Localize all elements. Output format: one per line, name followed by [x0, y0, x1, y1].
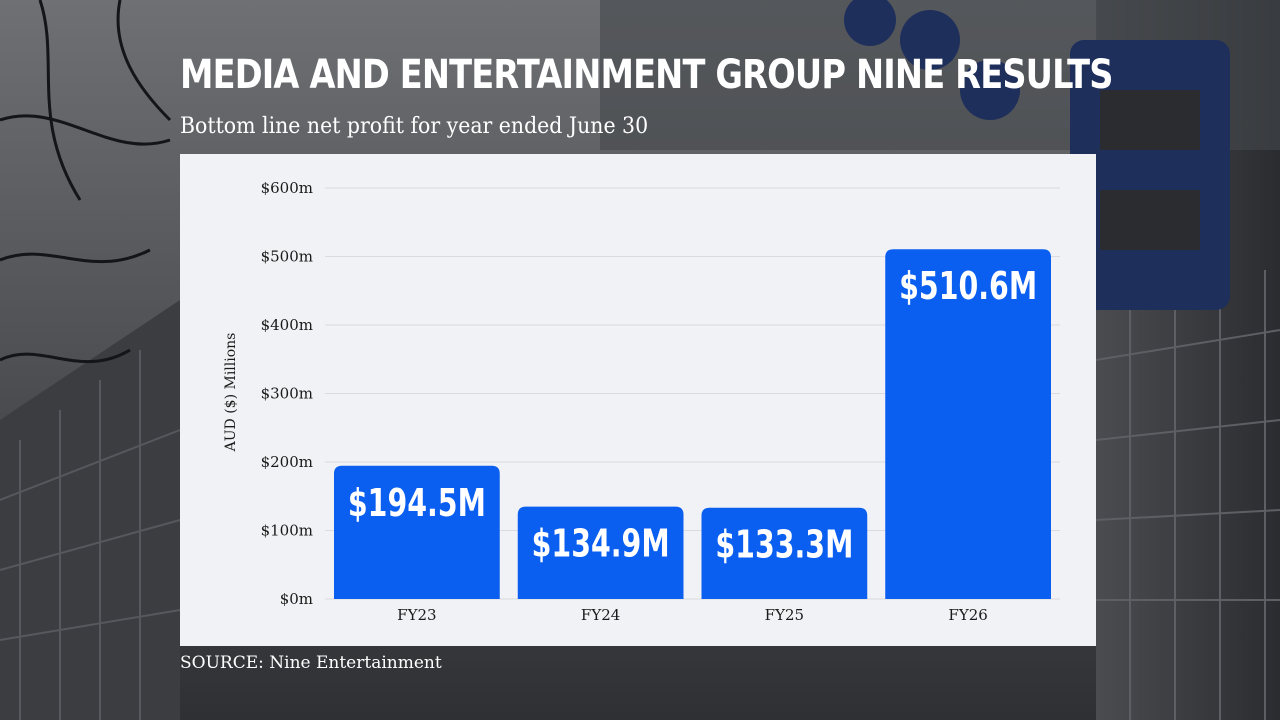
y-tick-label: $400m [261, 316, 313, 334]
bar-fy24 [517, 506, 684, 599]
y-tick-label: $100m [261, 522, 313, 540]
y-tick-label: $600m [261, 179, 313, 197]
bar-chart: AUD ($) Millions $0m $100m $200m $300m $400m… [223, 179, 1060, 624]
y-tick-label: $300m [261, 385, 313, 403]
data-label: $133.3M [715, 523, 853, 567]
chart-subtitle: Bottom line net profit for year ended Ju… [180, 114, 649, 139]
data-label: $134.9M [532, 522, 670, 566]
y-axis-label: AUD ($) Millions [223, 333, 239, 453]
x-tick-label: FY26 [948, 606, 987, 624]
bar-fy26 [885, 249, 1051, 599]
y-tick-label: $500m [261, 248, 313, 266]
y-tick-label: $200m [261, 453, 313, 471]
data-label: $194.5M [348, 481, 486, 525]
y-tick-label: $0m [280, 590, 313, 608]
x-tick-label: FY23 [397, 606, 436, 624]
bar-fy23 [334, 465, 500, 599]
x-tick-label: FY24 [581, 606, 620, 624]
bar-fy25 [701, 507, 868, 599]
chart-panel: AUD ($) Millions $0m $100m $200m $300m $400m… [180, 154, 1096, 646]
data-label: $510.6M [899, 264, 1037, 308]
x-tick-label: FY25 [765, 606, 804, 624]
source-note: SOURCE: Nine Entertainment [180, 653, 442, 673]
chart-title: MEDIA AND ENTERTAINMENT GROUP NINE RESUL… [180, 52, 1113, 98]
